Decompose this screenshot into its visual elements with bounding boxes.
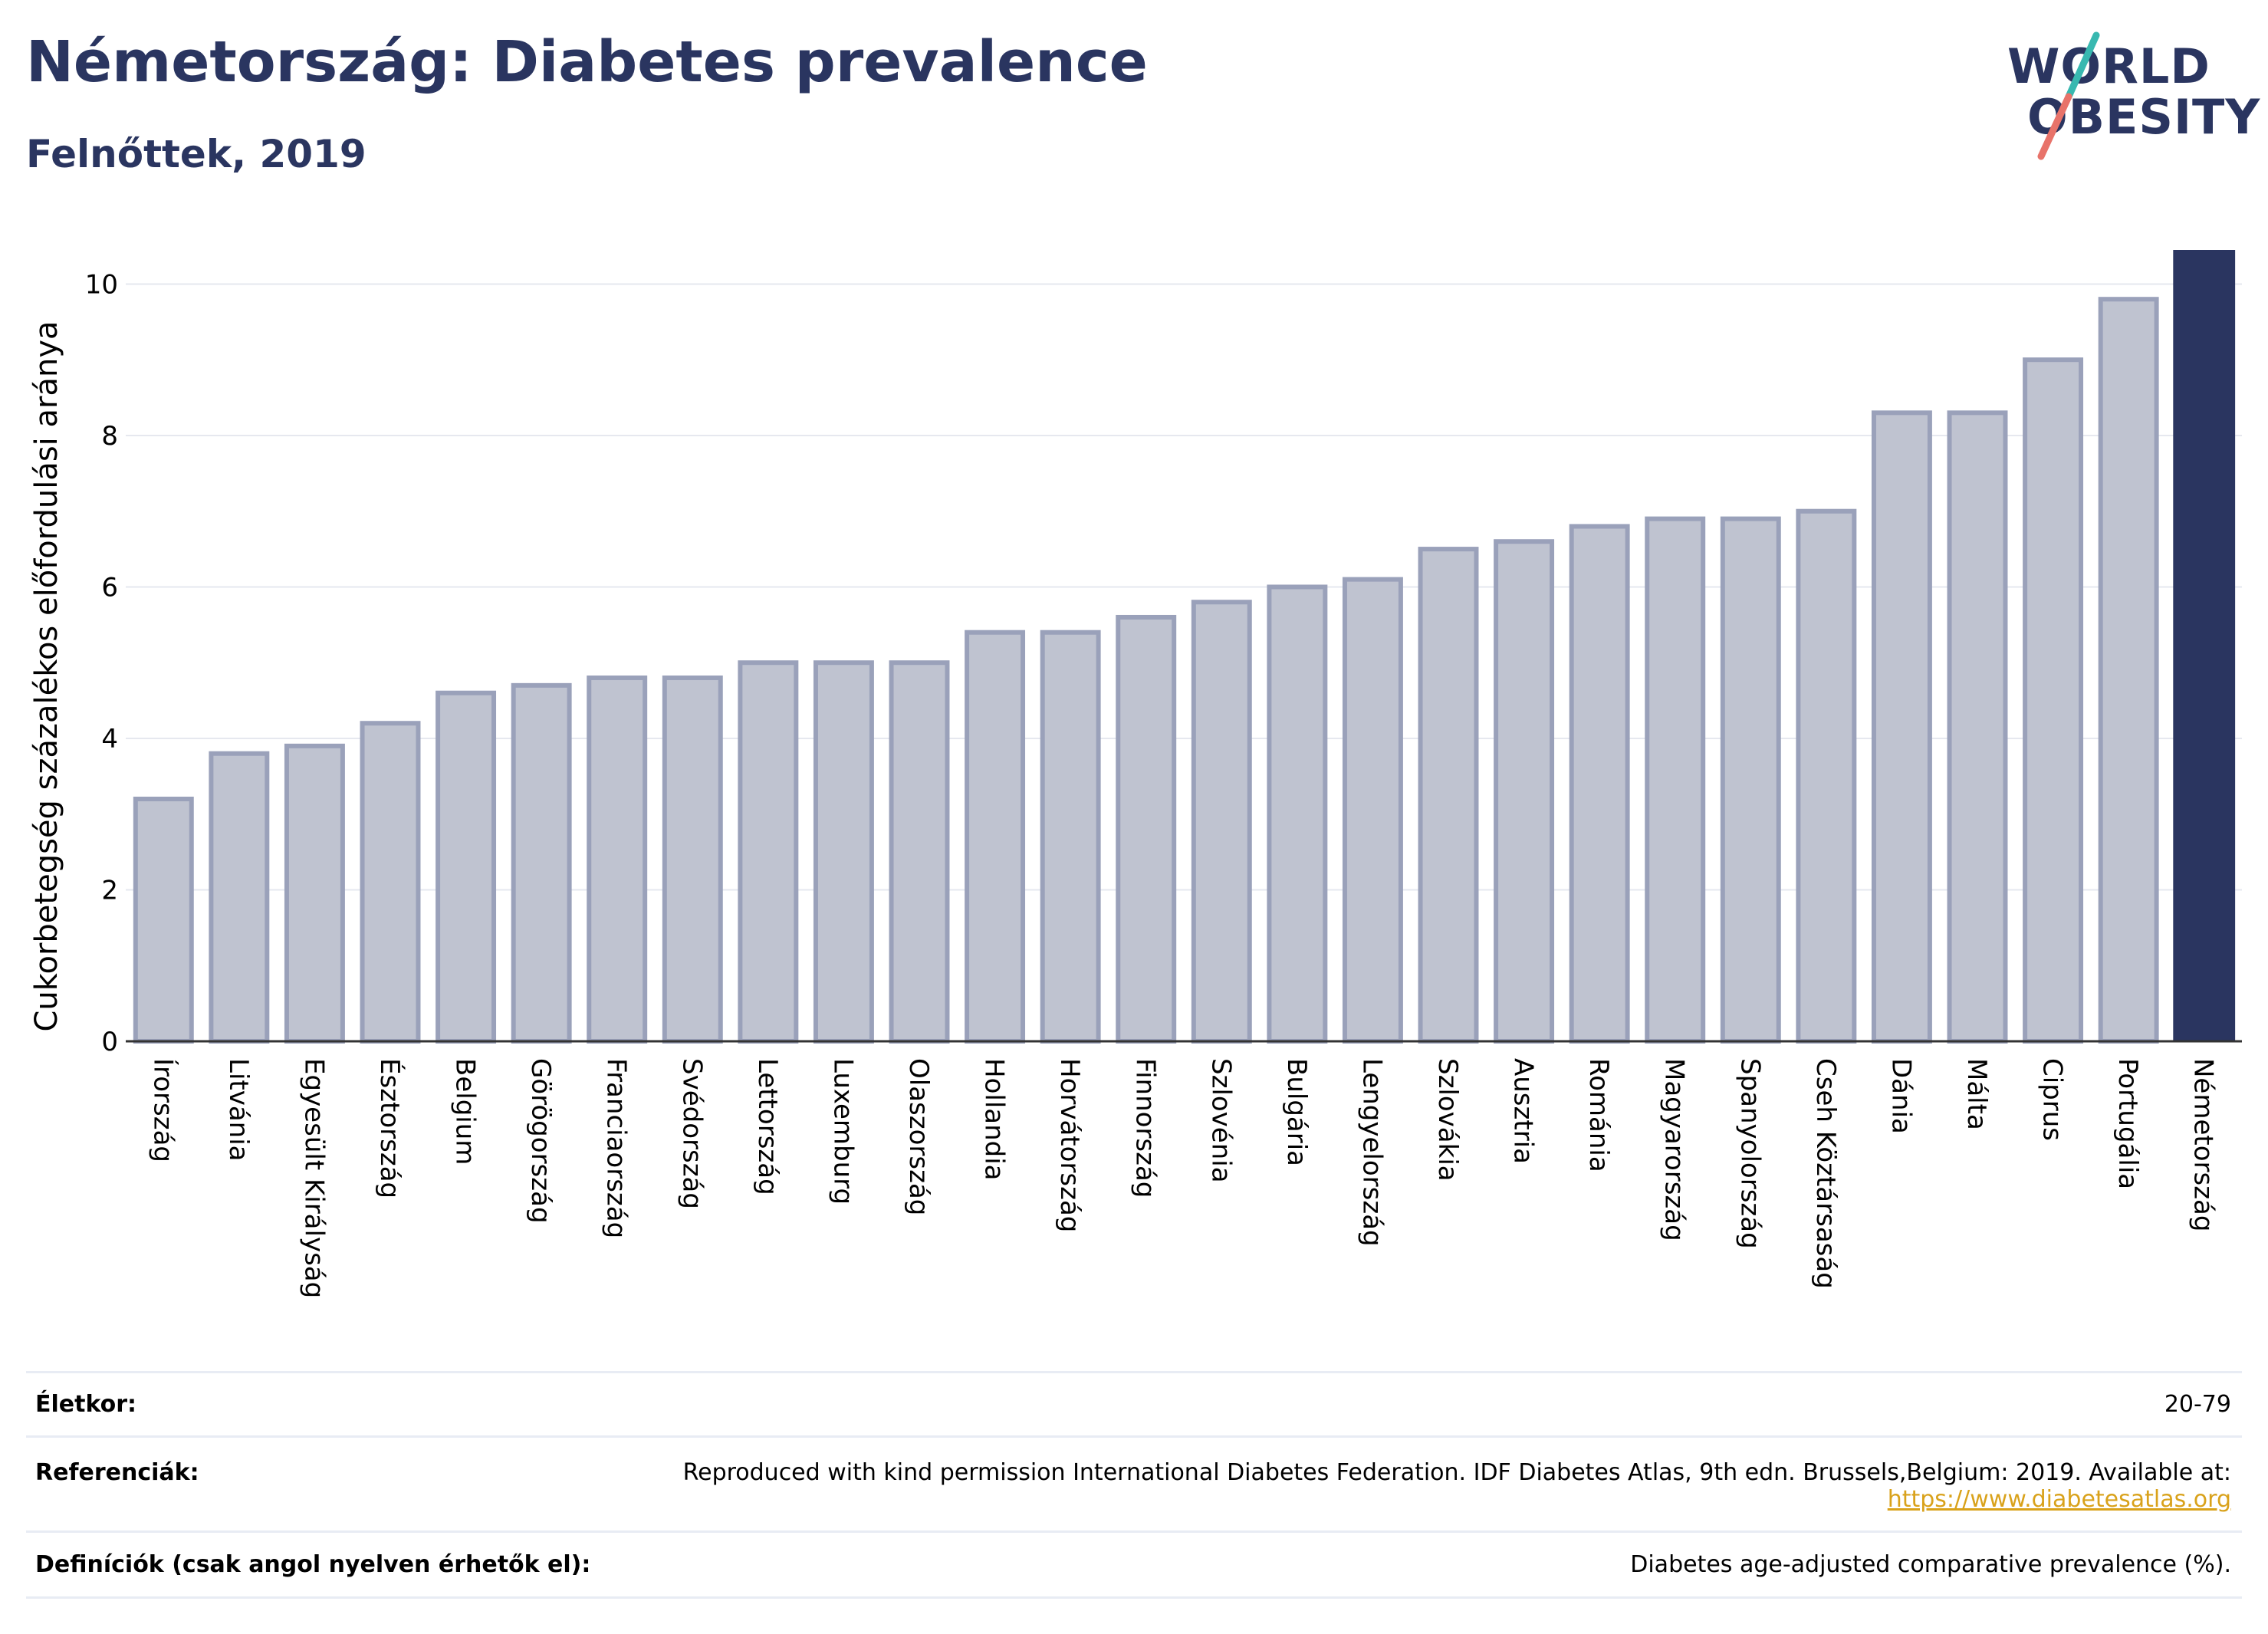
definitions-value: Diabetes age-adjusted comparative preval… [1630,1551,2231,1578]
bar-Ausztria [1494,539,1555,1044]
x-tick-label: Szlovénia [1205,1058,1236,1183]
bar-Dánia [1871,410,1932,1044]
x-tick-label: Lettország [752,1058,783,1195]
x-tick-label: Dánia [1885,1058,1916,1134]
x-tick-label: Észtország [374,1058,406,1198]
x-tick-label: Görögország [525,1058,556,1224]
x-tick-label: Egyesült Királyság [298,1058,329,1298]
bar-chart: 0 2 4 6 8 10 Írország Litvánia Egyesült Királys… [29,250,2242,1298]
x-tick-label: Litvánia [223,1058,254,1162]
bar-Litvánia [209,751,270,1044]
bar-Románia [1569,524,1630,1044]
y-tick-label: 4 [101,724,118,755]
x-tick-label: Luxemburg [827,1058,858,1205]
x-tick-label: Spanyolország [1734,1058,1765,1249]
x-tick-label: Belgium [450,1058,481,1165]
x-tick-label: Cseh Köztársaság [1810,1058,1841,1289]
bar-Svédország [662,675,723,1044]
bars [133,250,2236,1044]
y-tick-label: 10 [85,269,118,300]
references-label: Referenciák: [35,1459,199,1486]
y-axis-label: Cukorbetegség százalékos előfordulási ar… [29,321,64,1031]
x-tick-label: Szlovákia [1432,1058,1463,1182]
bar-Írország [133,796,194,1044]
bar-Ciprus [2023,357,2084,1044]
x-tick-labels: Írország Litvánia Egyesült Királyság Észtor… [147,1058,2218,1298]
bar-Belgium [436,690,497,1044]
bar-Portugália [2098,297,2159,1044]
chart-footer: Életkor: 20-79 Referenciák: Reproduced w… [26,1371,2242,1599]
bar-Magyarország [1645,516,1706,1044]
definitions-label: Definíciók (csak angol nyelven érhetők e… [35,1551,591,1578]
x-tick-label: Horvátország [1054,1058,1085,1232]
bar-Finnország [1116,614,1177,1044]
page-title: Németország: Diabetes prevalence [26,29,1148,95]
logo-slash-icon [2037,31,2100,160]
footer-bottom-divider [26,1596,2242,1599]
bar-Lengyelország [1342,577,1403,1044]
references-text: Reproduced with kind permission Internat… [682,1459,2231,1486]
bar-Franciaország [587,675,648,1044]
references-value: Reproduced with kind permission Internat… [683,1459,2242,1530]
x-tick-label: Málta [1961,1058,1992,1130]
bar-Bulgária [1267,584,1328,1044]
world-obesity-logo: WORLD OBESITY [2007,31,2260,169]
age-value: 20-79 [2164,1391,2231,1418]
y-tick-label: 2 [101,875,118,906]
bar-Egyesült Királyság [284,743,345,1044]
footer-row-age: Életkor: 20-79 [26,1371,2242,1435]
x-tick-label: Lengyelország [1356,1058,1387,1247]
logo-word-world: WORLD [2007,38,2210,94]
bar-Szlovénia [1191,600,1252,1044]
x-tick-label: Románia [1583,1058,1614,1172]
x-tick-label: Németország [2188,1058,2219,1231]
x-tick-label: Magyarország [1659,1058,1690,1241]
x-tick-label: Olaszország [903,1058,934,1215]
x-tick-label: Bulgária [1281,1058,1312,1166]
bar-Cseh Köztársaság [1796,508,1857,1044]
x-tick-label: Finnország [1130,1058,1161,1198]
bar-Olaszország [889,660,950,1044]
bar-Németország [2173,250,2236,1041]
x-tick-label: Hollandia [979,1058,1010,1181]
bar-Észtország [360,721,421,1044]
x-tick-label: Portugália [2112,1058,2143,1189]
x-tick-label: Franciaország [601,1058,632,1238]
footer-row-references: Referenciák: Reproduced with kind permis… [26,1435,2242,1530]
diabetesatlas-link[interactable]: https://www.diabetesatlas.org [1887,1486,2231,1513]
bar-Szlovákia [1418,547,1479,1044]
y-tick-label: 6 [101,572,118,603]
x-tick-label: Írország [147,1058,179,1162]
x-tick-label: Ausztria [1508,1058,1539,1164]
y-tick-label: 0 [101,1027,118,1057]
bar-Spanyolország [1720,516,1781,1044]
age-label: Életkor: [35,1391,137,1418]
footer-row-definitions: Definíciók (csak angol nyelven érhetők e… [26,1530,2242,1596]
bar-Horvátország [1040,630,1101,1044]
page-subtitle: Felnőttek, 2019 [26,132,366,176]
x-tick-label: Ciprus [2037,1058,2068,1141]
bar-Málta [1947,410,2008,1044]
bar-Lettország [738,660,799,1044]
y-tick-labels: 0 2 4 6 8 10 [85,269,118,1057]
bar-Görögország [511,682,572,1044]
x-tick-label: Svédország [676,1058,707,1209]
y-tick-label: 8 [101,421,118,452]
bar-Luxemburg [813,660,874,1044]
bar-Hollandia [965,630,1026,1044]
